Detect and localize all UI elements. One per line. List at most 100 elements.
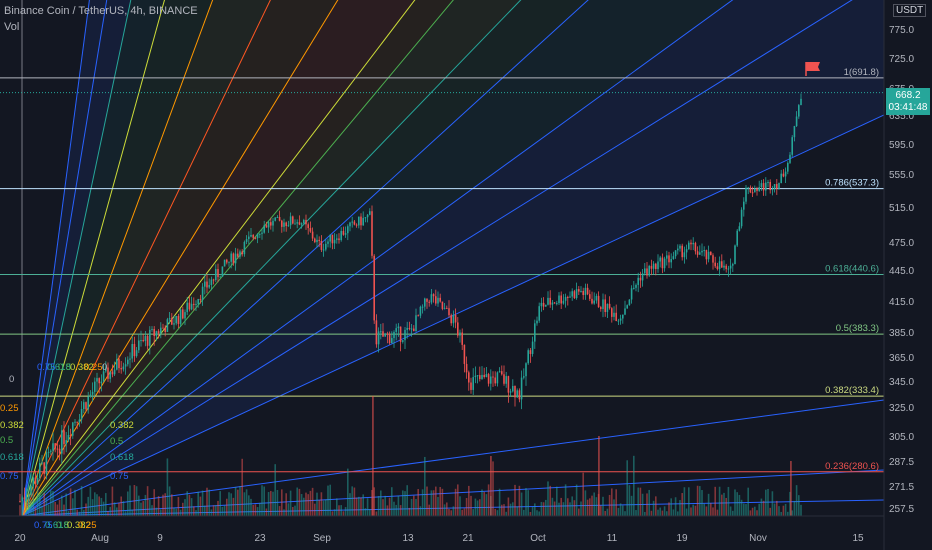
candle-body (782, 173, 785, 177)
fan-line[interactable] (21, 0, 350, 516)
volume-bar (131, 509, 133, 516)
fan-line[interactable] (21, 0, 220, 516)
fan-line[interactable] (21, 0, 110, 516)
fan-label: 0.618 (110, 452, 134, 463)
candle-body (602, 299, 604, 310)
volume-bar (553, 501, 556, 516)
fan-line[interactable] (21, 0, 92, 516)
candle-body (465, 363, 468, 373)
candle-body (197, 298, 199, 305)
fan-line[interactable] (21, 0, 610, 516)
volume-bar (133, 484, 136, 516)
volume-bar (545, 499, 547, 516)
candle-body (650, 265, 653, 269)
fan-line[interactable] (21, 0, 760, 516)
candle-body (441, 301, 444, 309)
volume-bar (96, 494, 98, 516)
candle-body (47, 451, 50, 453)
candle-body (78, 419, 81, 423)
volume-bar (668, 502, 670, 516)
candle-body (685, 249, 688, 253)
candle-body (738, 226, 741, 231)
candle-body (584, 287, 587, 295)
fan-label: 0.25 (84, 362, 103, 373)
volume-bar (171, 494, 173, 516)
candle-body (153, 328, 155, 336)
candle-body (386, 333, 389, 335)
fan-line[interactable] (21, 0, 135, 516)
fan-label: 0.5 (110, 436, 123, 447)
candle-body (151, 328, 153, 330)
volume-bar (296, 487, 298, 516)
candle-body (619, 318, 622, 321)
candle-body (487, 374, 490, 384)
candle-body (322, 249, 325, 251)
volume-bar (199, 496, 202, 516)
volume-bar (773, 503, 776, 516)
candle-body (397, 326, 400, 329)
candle-body (355, 224, 358, 226)
candle-body (250, 234, 252, 237)
volume-bar (582, 472, 584, 516)
candle-body (107, 367, 109, 379)
candle-body (529, 350, 532, 354)
candle-body (567, 296, 569, 298)
fan-line[interactable] (21, 0, 170, 516)
candle-body (272, 220, 274, 226)
candle-body (30, 485, 32, 495)
candle-body (314, 238, 316, 243)
volume-bar (769, 507, 771, 516)
candle-body (457, 322, 459, 336)
volume-bar (556, 486, 558, 516)
candle-body (800, 98, 802, 106)
volume-bar (657, 509, 659, 516)
volume-bar (342, 511, 345, 516)
time-tick-label: Aug (91, 533, 109, 544)
volume-bar (366, 498, 369, 516)
candle-body (776, 184, 778, 189)
unit-label[interactable]: USDT (893, 4, 927, 17)
candle-body (23, 497, 26, 500)
fan-line[interactable] (21, 0, 280, 516)
candle-body (182, 309, 184, 319)
price-tick-label: 345.0 (889, 377, 914, 388)
volume-bar (408, 507, 411, 516)
candle-body (652, 263, 655, 269)
volume-bar (798, 495, 800, 516)
candle-body (798, 105, 800, 117)
volume-bar (615, 489, 617, 516)
candle-body (261, 232, 263, 234)
volume-bar (549, 485, 551, 516)
fan-line[interactable] (21, 0, 470, 516)
volume-bar (421, 489, 424, 516)
flag-icon[interactable] (806, 62, 820, 71)
candle-body (85, 402, 87, 410)
candle-body (232, 253, 235, 264)
candle-body (773, 184, 776, 190)
candle-body (723, 265, 725, 268)
volume-bar (186, 491, 188, 516)
fan-line[interactable] (21, 0, 884, 516)
volume-bar (261, 485, 263, 516)
volume-bar (190, 498, 193, 516)
candle-body (701, 250, 703, 253)
candle-body (595, 295, 598, 301)
volume-bar (749, 510, 752, 516)
fan-label: 0 (102, 362, 107, 373)
candle-body (391, 338, 393, 344)
candle-body (241, 251, 243, 255)
candle-body (171, 318, 173, 325)
fan-line[interactable] (21, 0, 430, 516)
gann-fan-fill (22, 0, 884, 516)
candle-body (113, 369, 116, 375)
volume-bar (608, 494, 611, 516)
volume-bar (144, 494, 147, 516)
candle-body (749, 187, 752, 193)
candle-body (221, 266, 224, 277)
volume-bar (743, 503, 745, 516)
candle-body (245, 239, 248, 242)
volume-bar (41, 505, 43, 516)
volume-bar (413, 495, 415, 516)
fan-line[interactable] (21, 0, 540, 516)
